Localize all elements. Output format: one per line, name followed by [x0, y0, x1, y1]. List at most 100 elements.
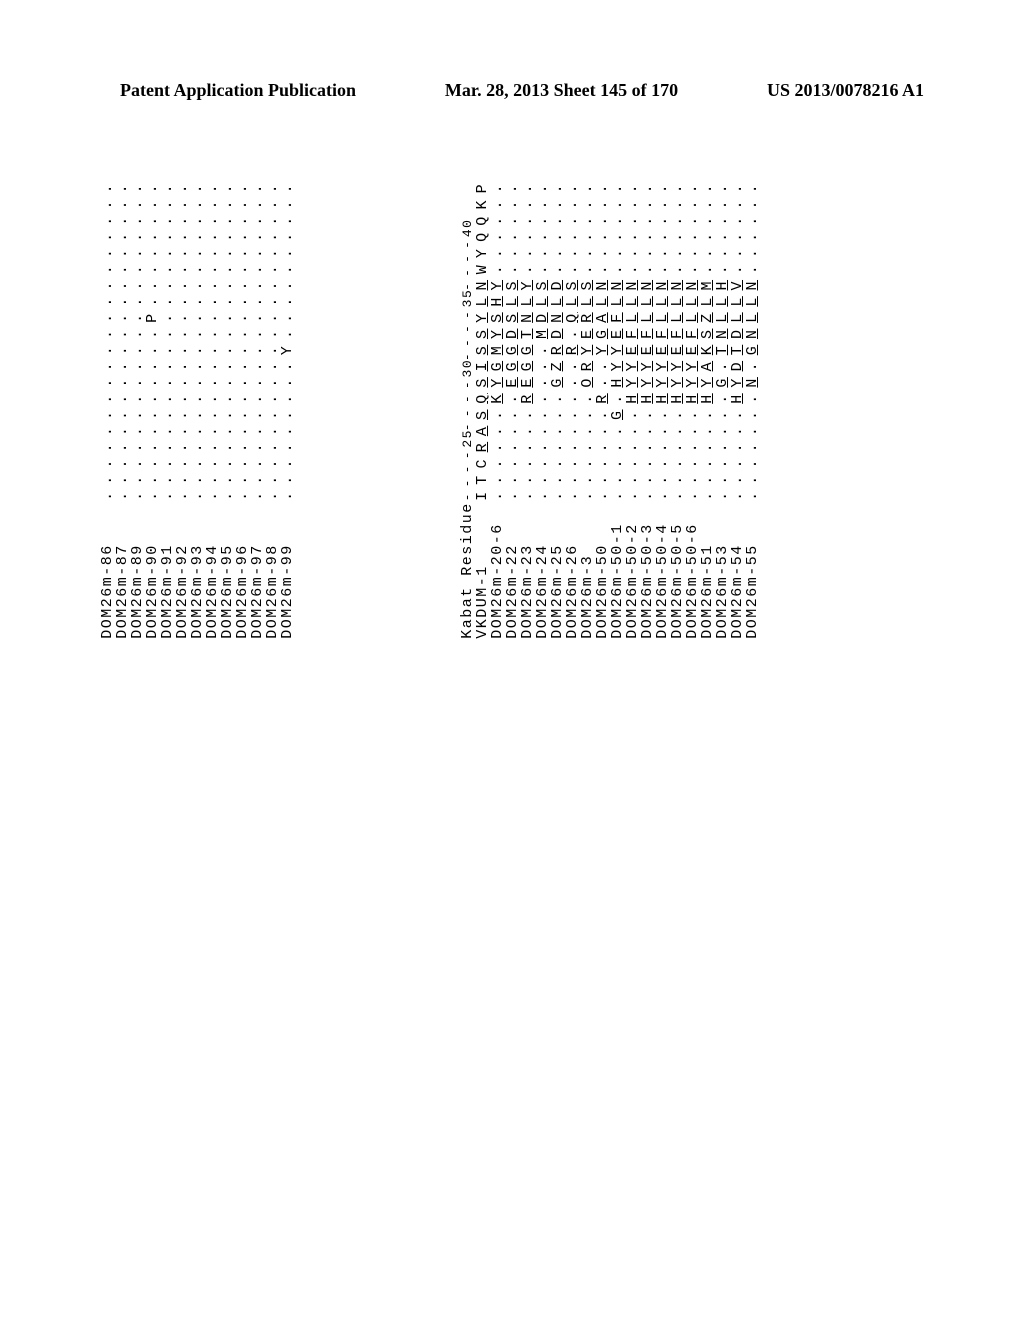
seq-cell: .	[565, 196, 580, 212]
seq-cell: .	[640, 212, 655, 228]
seq-cell: .	[700, 488, 715, 504]
seq-cell: G	[490, 358, 505, 374]
seq-cell: W	[475, 261, 490, 277]
seq-cell: .	[595, 488, 610, 504]
seq-cell: L	[670, 310, 685, 326]
row-label: DOM26m-54	[730, 504, 745, 639]
seq-cell: .	[550, 245, 565, 261]
seq-cell: Y	[490, 374, 505, 390]
seq-cell: .	[625, 471, 640, 487]
seq-cell: .	[130, 390, 145, 406]
seq-cell: .	[595, 358, 610, 374]
seq-cell: .	[280, 261, 295, 277]
seq-cell: .	[655, 455, 670, 471]
seq-cell: .	[115, 390, 130, 406]
seq-cell: .	[145, 326, 160, 342]
row-label: DOM26m-50-6	[685, 504, 700, 639]
alignment-row: DOM26m-86....................	[100, 180, 115, 639]
seq-cell: .	[265, 277, 280, 293]
seq-cell: .	[145, 390, 160, 406]
seq-cell: H	[670, 390, 685, 406]
seq-cell: .	[100, 196, 115, 212]
seq-cell: .	[580, 455, 595, 471]
seq-cell: .	[145, 423, 160, 439]
seq-cell: .	[565, 488, 580, 504]
seq-cell: .	[265, 423, 280, 439]
seq-cell: .	[745, 423, 760, 439]
row-label: DOM26m-26	[565, 504, 580, 639]
row-label: Kabat Residue	[460, 504, 475, 639]
seq-cell: .	[670, 180, 685, 196]
seq-cell: Y	[610, 342, 625, 358]
seq-cell: .	[100, 455, 115, 471]
seq-cell: .	[655, 245, 670, 261]
seq-cell: .	[205, 310, 220, 326]
seq-cell: .	[100, 310, 115, 326]
seq-cell: R	[520, 390, 535, 406]
seq-cell: .	[625, 180, 640, 196]
seq-cell: H	[490, 293, 505, 309]
seq-cell: .	[535, 374, 550, 390]
seq-cell: .	[115, 212, 130, 228]
seq-cell: Q	[475, 212, 490, 228]
alignment-row: DOM26m-50......R..YGALN......	[595, 180, 610, 639]
seq-cell: N	[715, 326, 730, 342]
seq-cell: .	[175, 455, 190, 471]
kabat-position: -	[461, 279, 474, 293]
seq-cell: .	[265, 407, 280, 423]
seq-cell: .	[190, 196, 205, 212]
seq-cell: .	[535, 261, 550, 277]
seq-cell: .	[145, 455, 160, 471]
seq-cell: .	[520, 196, 535, 212]
alignment-row: DOM26m-90...........P........	[145, 180, 160, 639]
seq-cell: .	[250, 196, 265, 212]
seq-cell: .	[145, 342, 160, 358]
seq-cell: .	[730, 245, 745, 261]
seq-cell: .	[175, 180, 190, 196]
seq-cell: .	[205, 471, 220, 487]
seq-cell: .	[685, 488, 700, 504]
seq-cell: .	[175, 229, 190, 245]
seq-cell: .	[250, 374, 265, 390]
seq-cell: Y	[475, 310, 490, 326]
seq-cell: .	[130, 374, 145, 390]
seq-cell: .	[550, 196, 565, 212]
seq-cell: S	[475, 374, 490, 390]
seq-cell: .	[145, 407, 160, 423]
seq-cell: .	[100, 374, 115, 390]
row-label: VKDUM-1	[475, 504, 490, 639]
seq-cell: .	[520, 488, 535, 504]
seq-cell: .	[745, 455, 760, 471]
seq-cell: .	[280, 326, 295, 342]
row-label: DOM26m-96	[235, 504, 250, 639]
seq-cell: .	[505, 229, 520, 245]
seq-cell: .	[175, 212, 190, 228]
seq-cell: .	[160, 261, 175, 277]
seq-cell: .	[115, 471, 130, 487]
seq-cell: L	[610, 293, 625, 309]
seq-cell: .	[595, 212, 610, 228]
seq-cell: G	[520, 358, 535, 374]
seq-cell: .	[265, 488, 280, 504]
seq-cell: .	[535, 455, 550, 471]
seq-cell: .	[115, 407, 130, 423]
seq-cell: .	[175, 310, 190, 326]
row-label: DOM26m-22	[505, 504, 520, 639]
seq-cell: .	[535, 229, 550, 245]
seq-cell: .	[250, 245, 265, 261]
seq-cell: G	[505, 358, 520, 374]
seq-cell: G	[610, 407, 625, 423]
seq-cell: .	[745, 180, 760, 196]
seq-cell: L	[640, 310, 655, 326]
seq-cell: .	[655, 212, 670, 228]
seq-cell: L	[700, 293, 715, 309]
seq-cell: .	[505, 423, 520, 439]
seq-cell: R	[595, 390, 610, 406]
seq-cell: .	[580, 180, 595, 196]
seq-cell: .	[160, 358, 175, 374]
seq-cell: .	[565, 455, 580, 471]
seq-cell: .	[100, 439, 115, 455]
seq-cell: .	[160, 180, 175, 196]
kabat-position: -	[461, 349, 474, 363]
seq-cell: .	[175, 358, 190, 374]
